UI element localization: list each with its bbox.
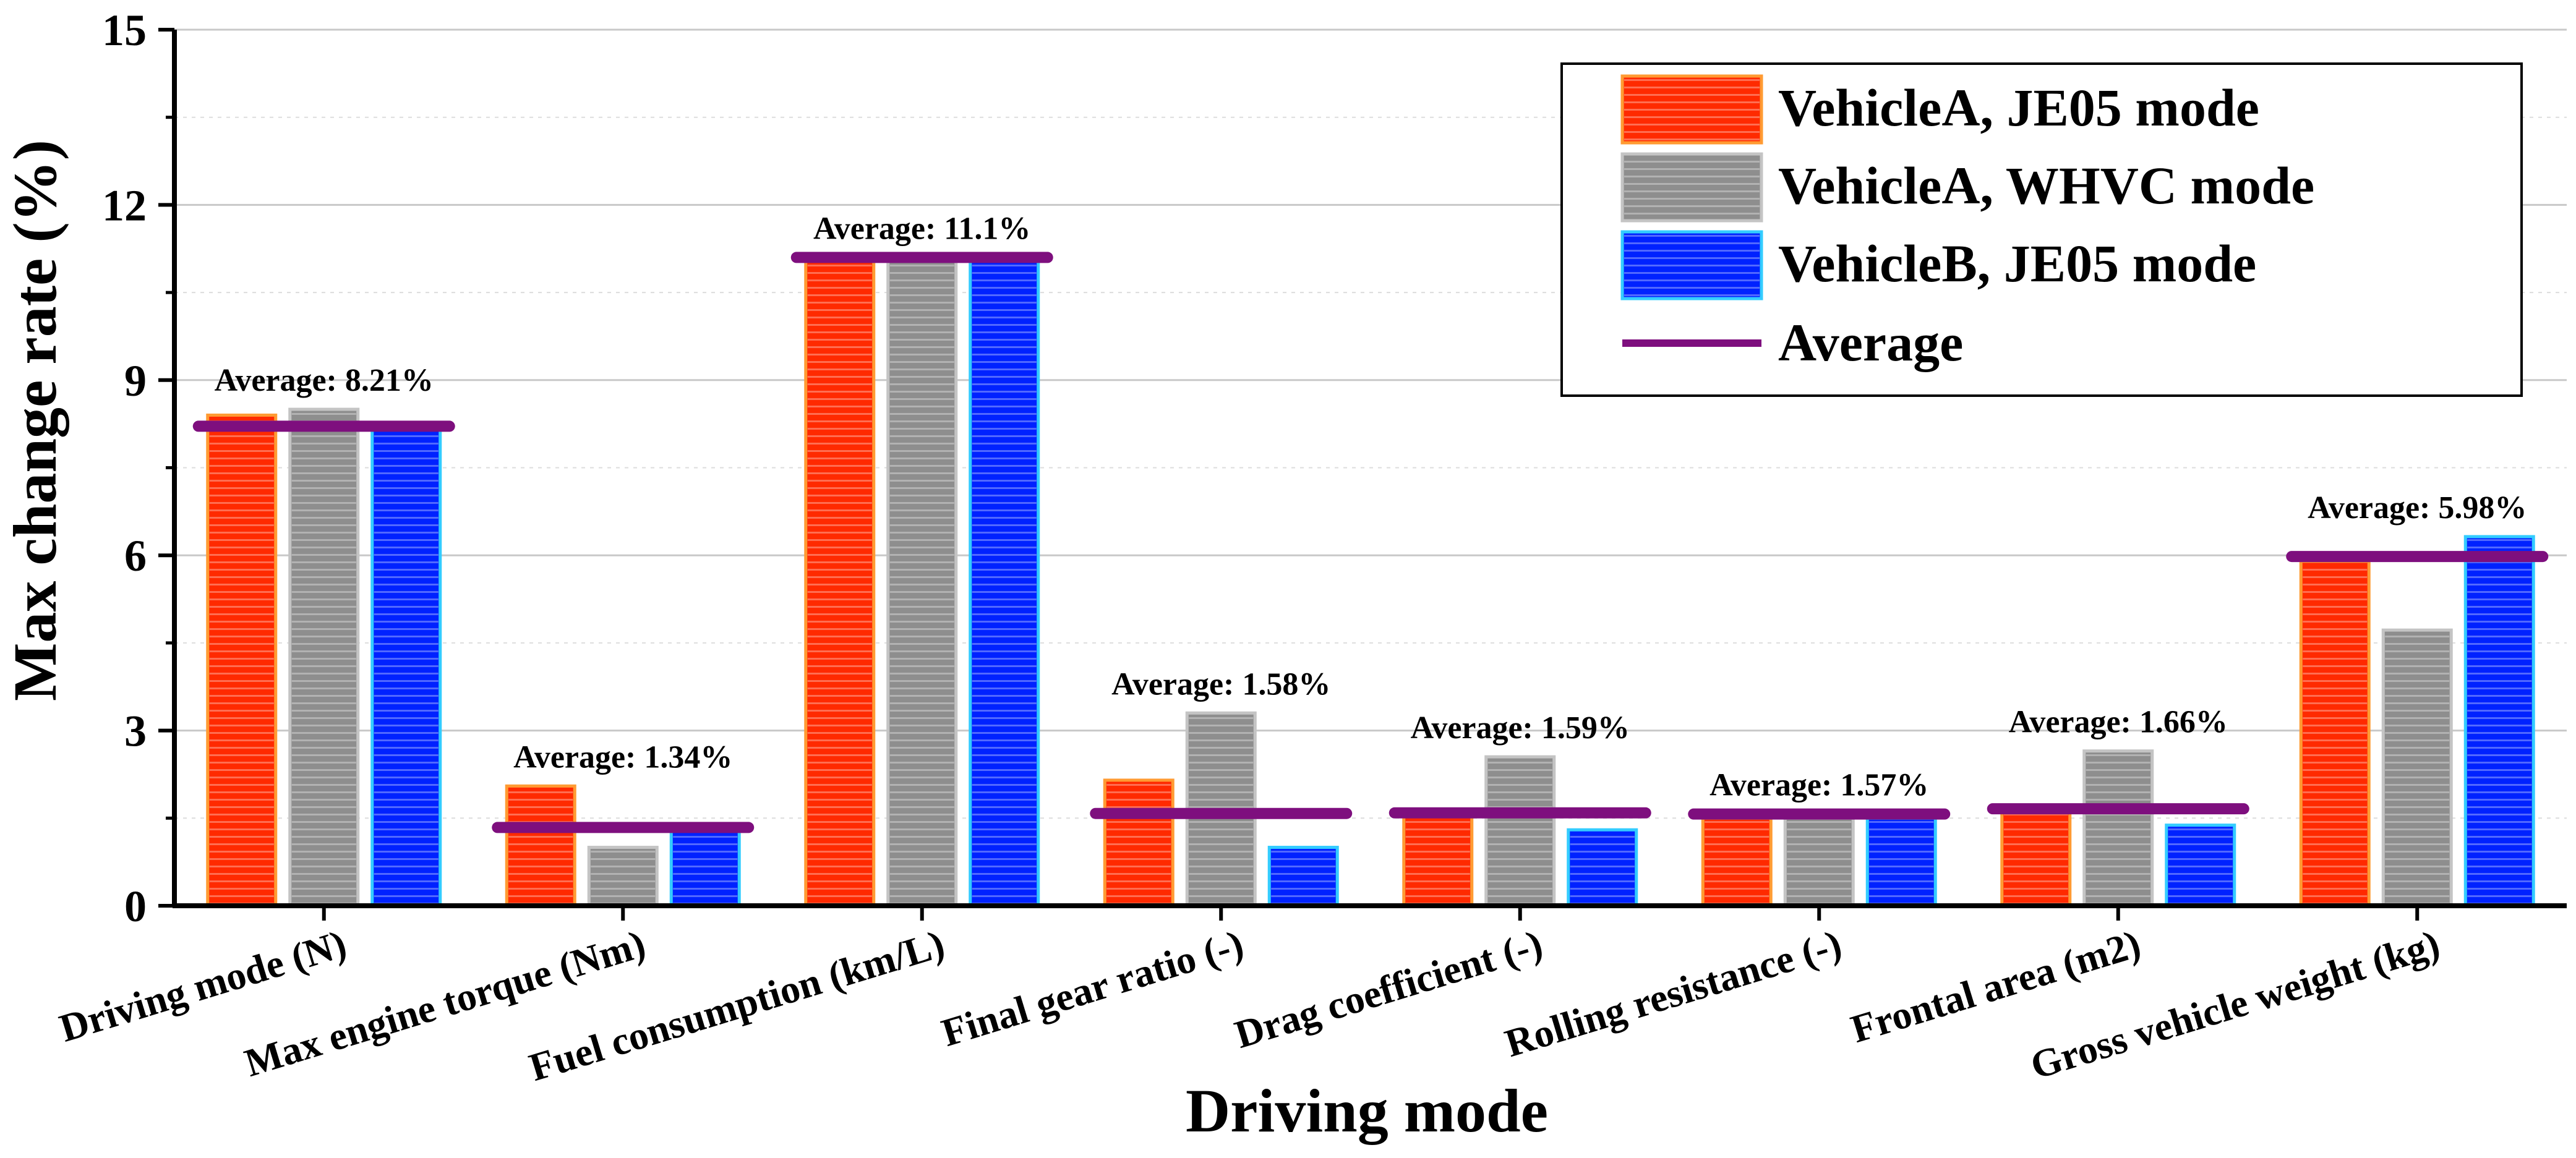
legend-swatch-hatch (1624, 234, 1760, 297)
average-label: Average: 1.34% (513, 739, 732, 775)
y-tick-label: 6 (124, 531, 147, 581)
legend-swatch-hatch (1624, 78, 1760, 141)
bar-hatch (209, 417, 274, 904)
x-axis-title: Driving mode (1186, 1076, 1548, 1145)
bar-hatch (1869, 820, 1934, 904)
x-tick-label: Final gear ratio (-) (936, 921, 1248, 1055)
bar-hatch (2086, 752, 2150, 904)
legend-label: VehicleB, JE05 mode (1778, 234, 2256, 293)
grid-lines (174, 28, 2567, 819)
legend-label: VehicleA, WHVC mode (1778, 156, 2314, 215)
x-tick-label: Drag coefficient (-) (1230, 921, 1547, 1057)
average-lines (192, 252, 2549, 833)
average-label: Average: 1.58% (1111, 666, 1330, 702)
average-label: Average: 1.66% (2009, 705, 2228, 740)
x-tick-label: Rolling resistance (-) (1500, 921, 1846, 1065)
bar-hatch (673, 832, 738, 904)
y-tick-label: 3 (124, 707, 147, 756)
y-tick-label: 9 (124, 356, 147, 406)
average-label: Average: 11.1% (813, 211, 1030, 246)
y-tick-label: 12 (102, 181, 147, 230)
bar-hatch (1487, 759, 1552, 904)
bar-hatch (1787, 820, 1852, 904)
axes (158, 28, 2567, 921)
average-label: Average: 1.57% (1709, 768, 1928, 803)
bar-hatch (807, 259, 872, 904)
average-label: Average: 1.59% (1411, 710, 1630, 746)
legend-label: Average (1778, 313, 1963, 372)
bar-hatch (1705, 820, 1769, 904)
bar-hatch (591, 849, 656, 904)
bar-hatch (374, 432, 439, 904)
bar-hatch (2385, 632, 2450, 904)
bar-hatch (889, 259, 954, 904)
bar-hatch (2003, 812, 2068, 904)
bar-hatch (1405, 814, 1470, 904)
bar-hatch (2467, 538, 2532, 904)
bar-hatch (972, 259, 1037, 904)
y-tick-label: 0 (124, 882, 147, 931)
y-axis-title: Max change rate (%) (1, 140, 69, 701)
average-label: Average: 8.21% (215, 363, 434, 398)
legend-label: VehicleA, JE05 mode (1778, 78, 2259, 137)
bar-hatch (1570, 832, 1635, 904)
y-tick-label: 15 (102, 6, 147, 55)
bar-hatch (291, 411, 356, 904)
bar-hatch (2168, 827, 2233, 904)
bar-hatch (1271, 849, 1336, 904)
bar-hatch (2303, 563, 2368, 904)
legend-swatch-hatch (1624, 156, 1760, 219)
bar-hatch (1106, 781, 1171, 904)
bar-hatch (508, 788, 573, 904)
bars (206, 255, 2535, 908)
average-label: Average: 5.98% (2308, 490, 2527, 526)
legend: VehicleA, JE05 mode VehicleA, WHVC mode Ve… (1560, 62, 2523, 397)
